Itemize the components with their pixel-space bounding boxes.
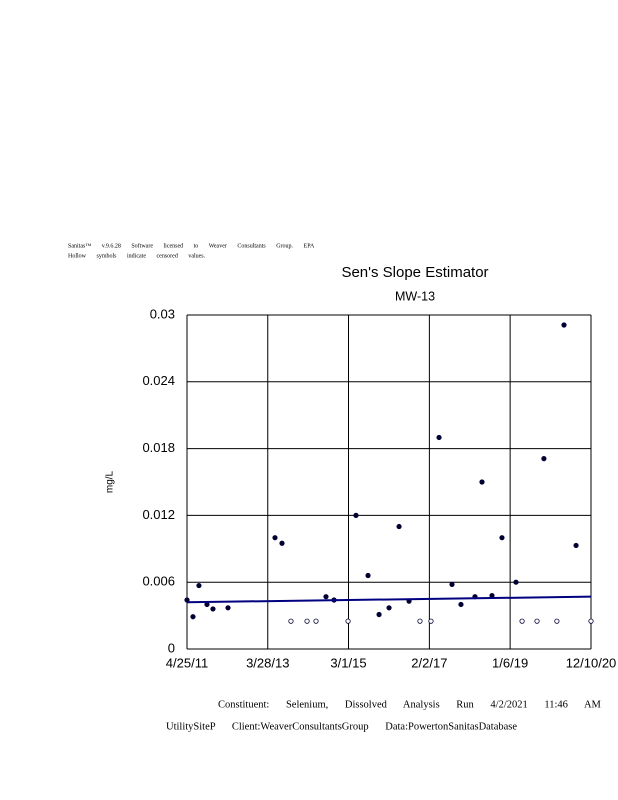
data-point [279,540,285,546]
x-tick-label: 12/10/20 [566,655,617,670]
data-point [304,618,310,624]
x-tick-label: 3/1/15 [330,655,366,670]
footer-line: UtilitySiteP Client:WeaverConsultantsGro… [166,721,517,732]
data-point [376,611,382,618]
data-point [588,618,594,624]
y-tick-label: 0.012 [142,507,175,522]
chart-subtitle: MW-13 [395,289,435,303]
y-axis-label: mg/L [105,470,116,493]
data-point [513,579,519,585]
x-tick-label: 1/6/19 [492,655,528,670]
y-tick-label: 0.006 [142,574,175,589]
x-tick-label: 4/25/11 [166,655,208,670]
data-point [499,535,505,541]
data-point [449,581,455,588]
data-point [554,618,560,624]
footer-line: Constituent: Selenium, Dissolved Analysi… [218,699,602,710]
data-point [272,535,278,541]
data-point [519,618,525,624]
x-tick-label: 2/2/17 [411,655,447,670]
y-tick-label: 0.03 [150,306,175,321]
y-tick-label: 0.018 [142,440,175,455]
data-point [313,618,319,624]
data-point [196,582,202,589]
data-point [541,456,547,462]
data-point [386,605,392,611]
data-point [210,606,216,612]
software-note: Sanitas™ v.9.6.28 Software licensed to W… [68,242,315,249]
data-point [428,618,434,624]
data-point [417,618,423,624]
data-point [323,594,329,600]
chart-title: Sen's Slope Estimator [341,264,488,281]
data-point [225,605,231,611]
data-point [345,618,351,624]
x-tick-label: 3/28/13 [246,655,289,670]
data-point [479,479,485,485]
y-tick-label: 0.024 [142,373,175,388]
y-tick-label: 0 [168,640,175,655]
data-point [534,618,540,624]
censored-note: Hollow symbols indicate censored values. [68,253,206,259]
data-point [365,572,371,579]
data-point [573,542,579,549]
trend-line [186,595,592,604]
data-point [436,434,442,441]
data-point [396,523,402,530]
data-point [288,618,294,624]
data-point [353,512,359,519]
data-point [190,614,196,620]
data-point [458,601,464,608]
data-point [561,322,567,328]
